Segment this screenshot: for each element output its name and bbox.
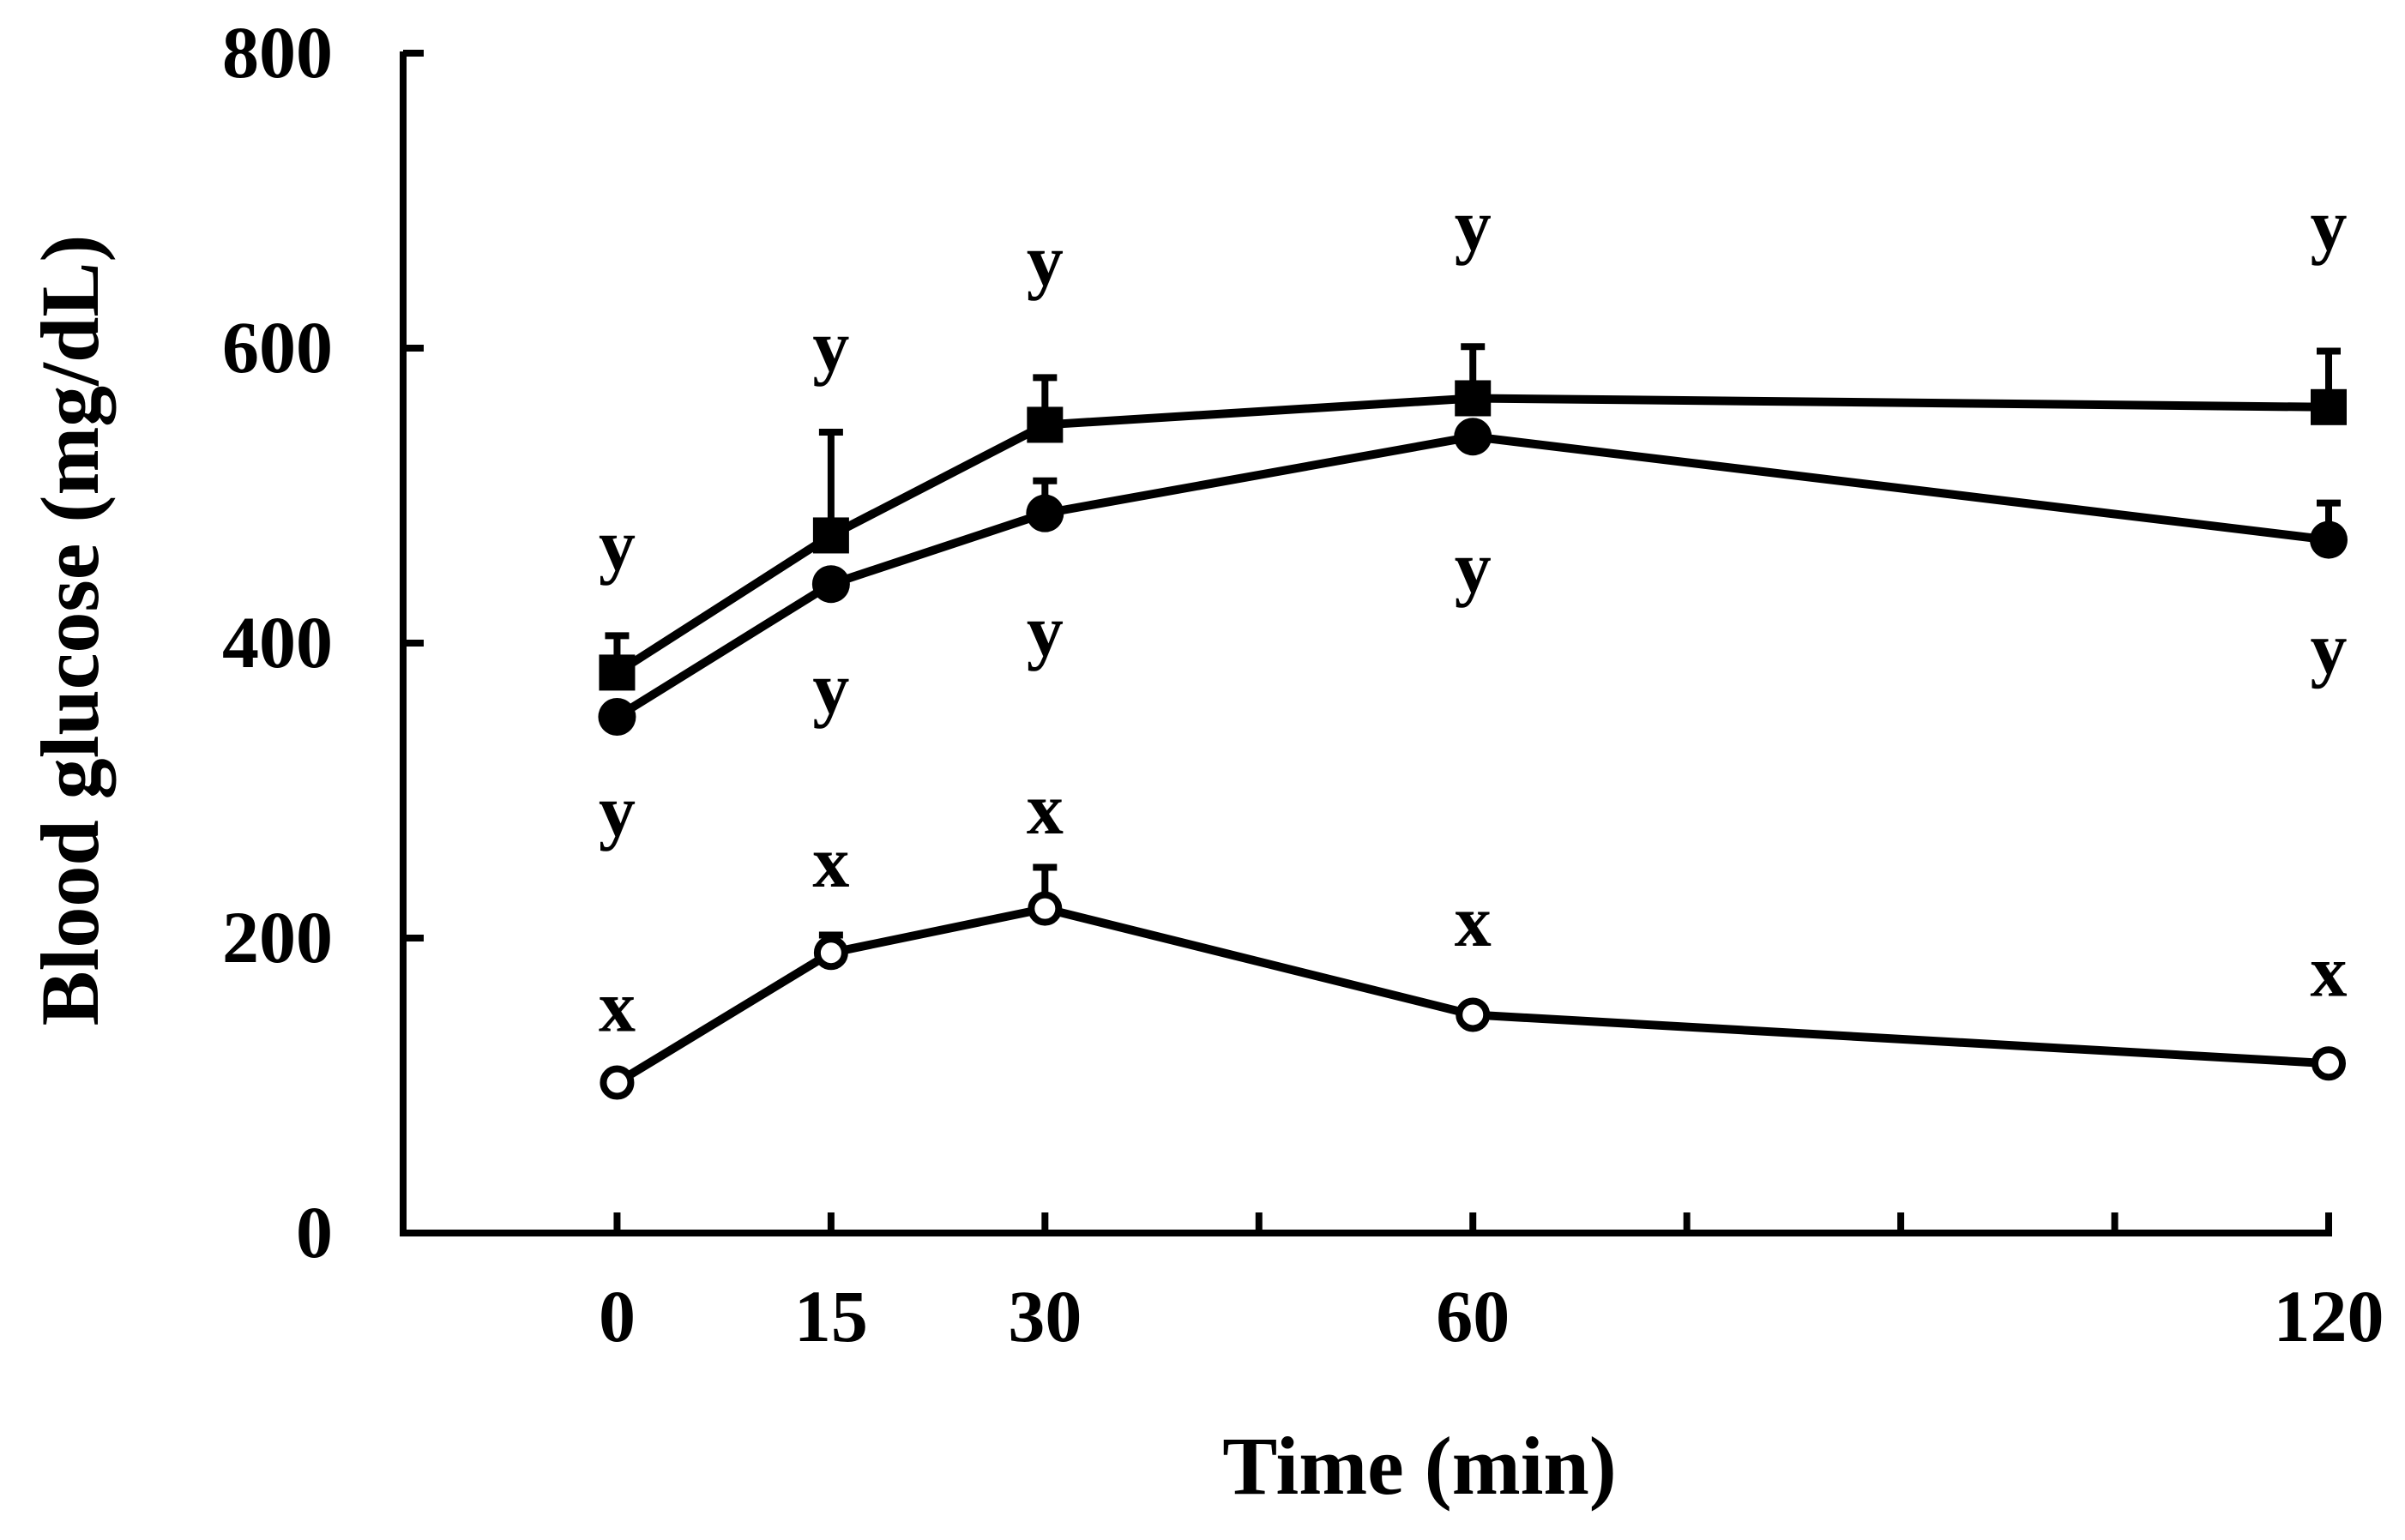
open-circle-series-point (813, 935, 848, 971)
significance-label: y (2311, 183, 2348, 266)
significance-label: x (2311, 929, 2348, 1012)
filled-square-series-point (599, 654, 636, 691)
significance-label: y (1455, 526, 1492, 608)
significance-label: x (1027, 767, 1064, 850)
filled-square-series-point (2311, 388, 2347, 425)
filled-circle-series-point (811, 565, 850, 604)
x-tick-label: 0 (599, 1275, 636, 1357)
y-tick-label: 200 (222, 896, 333, 978)
significance-label: x (812, 821, 849, 903)
filled-circle-series-point (1454, 418, 1492, 456)
significance-label: x (1455, 880, 1492, 962)
y-axis-title: Blood glucose (mg/dL) (24, 235, 116, 1026)
significance-label: y (599, 769, 636, 851)
filled-circle-series-point (2310, 520, 2348, 559)
significance-label: y (1027, 589, 1064, 671)
significance-label: y (599, 503, 636, 586)
significance-label: y (1455, 183, 1492, 266)
filled-square-series-point (812, 517, 849, 554)
x-tick-label: 30 (1008, 1275, 1082, 1357)
y-tick-label: 600 (222, 306, 333, 388)
open-circle-series-point (1456, 997, 1491, 1032)
significance-label: y (812, 304, 849, 387)
open-circle-series-point (600, 1065, 635, 1100)
open-circle-series-point (2312, 1046, 2346, 1081)
filled-circle-series-point (598, 698, 636, 736)
x-tick-label: 120 (2274, 1275, 2384, 1357)
y-tick-label: 400 (222, 601, 333, 683)
filled-circle-series-point (1026, 494, 1064, 532)
significance-label: y (2311, 607, 2348, 689)
y-tick-label: 800 (222, 11, 333, 93)
x-tick-label: 15 (794, 1275, 868, 1357)
data-markers (598, 380, 2348, 1100)
significance-label: x (599, 966, 636, 1048)
filled-square-series-point (1455, 380, 1492, 417)
axis-ticks: 0 200 400 600 800 0 15 30 60 120 (222, 11, 2384, 1357)
x-tick-label: 60 (1436, 1275, 1510, 1357)
significance-label: y (812, 647, 849, 729)
x-axis-title: Time (min) (1222, 1420, 1617, 1512)
data-series (614, 394, 2330, 1086)
axes (400, 51, 2332, 1236)
open-circle-series-point (1028, 891, 1063, 926)
significance-label: y (1027, 219, 1064, 301)
y-tick-label: 0 (296, 1191, 333, 1273)
filled-square-series-point (1027, 406, 1064, 443)
significance-annotations: y y y y y y y y y y x x x x x (599, 183, 2348, 1048)
